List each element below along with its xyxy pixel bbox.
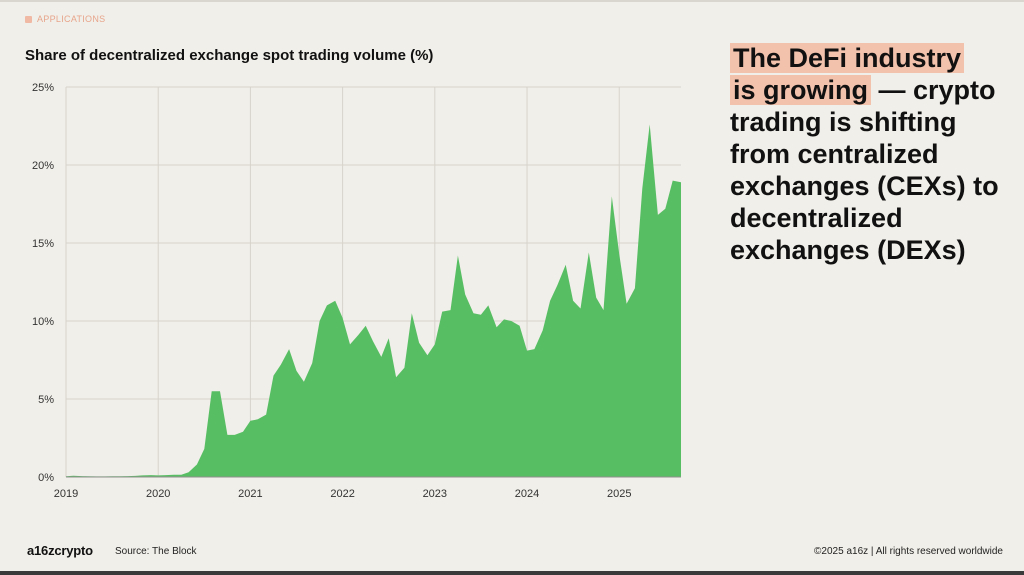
y-tick-label: 0%	[38, 472, 54, 484]
x-tick-label: 2024	[515, 488, 539, 500]
slide-bottom-bar	[0, 571, 1024, 575]
y-tick-label: 10%	[32, 316, 54, 328]
a16z-crypto-logo: a16zcrypto	[27, 543, 93, 558]
headline: The DeFi industry is growing — crypto tr…	[730, 42, 1015, 266]
y-tick-label: 15%	[32, 238, 54, 250]
chart-title: Share of decentralized exchange spot tra…	[25, 47, 434, 64]
section-tag: APPLICATIONS	[25, 14, 105, 24]
headline-highlight-line2: is growing	[730, 75, 871, 105]
section-tag-label: APPLICATIONS	[37, 14, 106, 24]
slide-top-edge	[0, 0, 1024, 2]
dex-share-area	[66, 124, 681, 478]
copyright-note: ©2025 a16z | All rights reserved worldwi…	[814, 546, 1003, 557]
y-tick-label: 25%	[32, 82, 54, 94]
x-tick-label: 2021	[238, 488, 262, 500]
x-tick-label: 2020	[146, 488, 170, 500]
headline-rest: — crypto trading is shifting from centra…	[730, 75, 999, 265]
x-tick-label: 2023	[423, 488, 447, 500]
source-note: Source: The Block	[115, 546, 197, 557]
headline-highlight-line1: The DeFi industry	[730, 43, 965, 73]
y-tick-label: 5%	[38, 394, 54, 406]
x-tick-label: 2022	[330, 488, 354, 500]
area-chart: 0% 5% 10% 15% 20% 25% 2019 2020 2021 2022 2023 2024…	[32, 82, 681, 500]
x-tick-label: 2025	[607, 488, 631, 500]
y-tick-label: 20%	[32, 160, 54, 172]
section-tag-square-icon	[25, 15, 32, 23]
x-tick-label: 2019	[54, 488, 78, 500]
